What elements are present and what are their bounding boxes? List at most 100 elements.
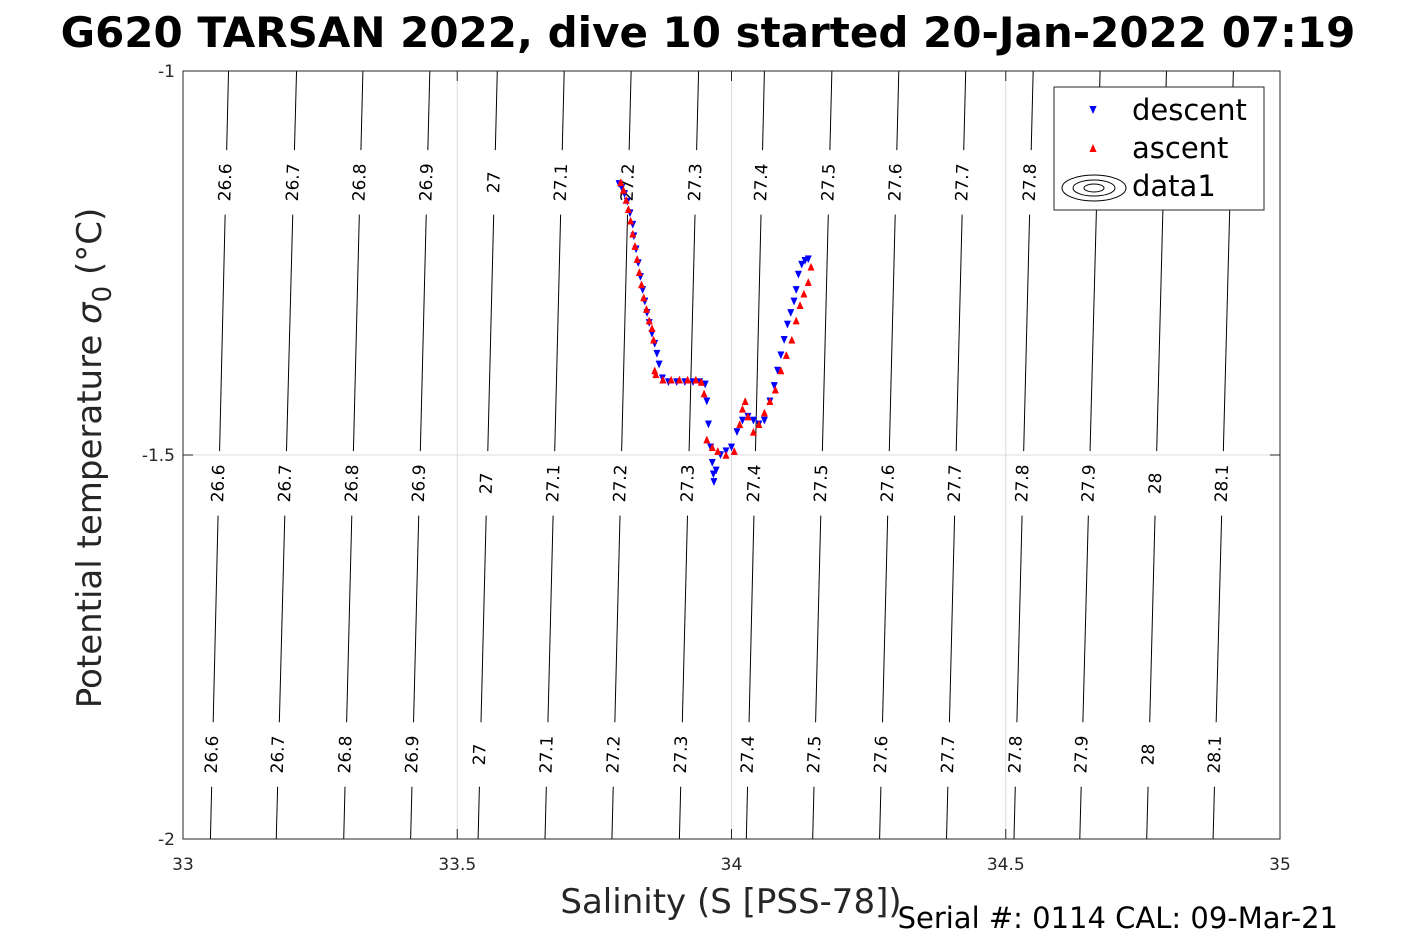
contour-label: 27.8 <box>1012 464 1033 503</box>
descent-point <box>787 309 795 318</box>
contour-line <box>1016 515 1023 723</box>
contour-line <box>688 214 696 452</box>
descent-triangle-icon <box>1089 106 1097 114</box>
contour-label: 27.5 <box>804 735 825 774</box>
contour-label: 27.7 <box>945 464 966 503</box>
ascent-point <box>697 377 705 386</box>
contour-label: 26.9 <box>416 163 437 202</box>
descent-point <box>703 397 711 406</box>
contour-label: 26.7 <box>268 735 289 774</box>
density-contours: 26.6 26.6 26.6 26.7 26.7 26.7 26.8 26.8 26.8 26.9… <box>202 70 1234 840</box>
ascent-point <box>684 375 692 384</box>
ascent-point <box>714 447 722 455</box>
descent-point <box>783 320 791 329</box>
ascent-point <box>645 316 653 325</box>
ascent-point <box>741 397 749 405</box>
contour-line <box>494 70 498 151</box>
ascent-point <box>627 216 635 225</box>
contour-line <box>343 786 346 840</box>
contour-label: 26.9 <box>402 735 423 774</box>
contour-line <box>1023 214 1031 452</box>
x-tick-label: 34 <box>721 855 743 875</box>
ascent-point <box>744 412 752 421</box>
contour-line <box>293 70 298 151</box>
contour-line <box>812 786 815 840</box>
ascent-point <box>619 185 627 194</box>
descent-point <box>727 443 736 452</box>
descent-point <box>704 420 712 429</box>
legend-data1-label: data1 <box>1132 169 1216 203</box>
ascent-point <box>667 375 675 384</box>
contour-line <box>888 214 896 452</box>
descent-point <box>798 260 806 269</box>
contour-label: 26.6 <box>202 735 223 774</box>
ascent-point <box>782 351 790 359</box>
contour-label: 27.2 <box>603 735 624 774</box>
x-axis-label: Salinity (S [PSS-78]) <box>560 882 901 922</box>
y-axis-label-suffix: (°C) <box>70 208 110 286</box>
contour-label: 27.9 <box>1071 735 1092 774</box>
contour-label: 28.1 <box>1205 735 1226 774</box>
contour-line <box>219 214 226 452</box>
descent-point <box>777 351 785 360</box>
contour-line <box>278 515 286 723</box>
contour-line <box>1212 786 1215 840</box>
contour-line <box>681 515 688 723</box>
contour-label: 28.1 <box>1212 464 1233 503</box>
ascent-point <box>629 229 637 238</box>
contour-label: 28 <box>1139 743 1160 765</box>
contour-label: 26.8 <box>342 464 363 503</box>
ascent-point <box>760 408 768 417</box>
contour-label: 26.8 <box>349 163 370 202</box>
descent-point <box>790 297 798 306</box>
y-axis-label-subscript: 0 <box>88 286 118 303</box>
contour-line <box>621 214 629 452</box>
contour-label: 27.1 <box>551 163 572 202</box>
contour-label: 27.3 <box>685 163 706 202</box>
descent-point <box>709 470 717 479</box>
legend-contour-icon <box>1061 174 1127 202</box>
contour-line <box>561 70 565 151</box>
ascent-point <box>788 335 796 344</box>
ascent-point <box>766 397 774 405</box>
y-tick-label: -1 <box>158 62 175 82</box>
x-tick-labels: 33 33.5 34 34.5 35 <box>172 855 1291 875</box>
contour-line <box>1013 786 1016 840</box>
contour-line <box>477 786 480 840</box>
ascent-point <box>631 241 639 250</box>
contour-line <box>480 515 487 723</box>
contour-label: 28 <box>1145 472 1166 494</box>
contour-label: 27.4 <box>744 464 765 503</box>
y-tick-label: -2 <box>158 830 175 850</box>
ascent-point <box>700 389 708 398</box>
x-tick-label: 33 <box>172 855 194 875</box>
contour-line <box>413 515 420 723</box>
y-axis-label-prefix: Potential temperature <box>70 324 110 708</box>
contour-line <box>487 214 495 452</box>
contour-line <box>754 214 762 452</box>
y-tick-label: -1.5 <box>142 446 175 466</box>
contour-label: 27 <box>484 171 505 193</box>
contour-line <box>829 70 833 151</box>
ascent-point <box>722 450 730 459</box>
axes <box>182 70 1281 840</box>
ascent-point <box>659 375 667 384</box>
ascent-point <box>640 293 648 302</box>
contour-line <box>1149 515 1156 723</box>
contour-line <box>275 786 279 840</box>
contour-label: 27.5 <box>818 163 839 202</box>
contour-label: 27.6 <box>885 163 906 202</box>
contour-line <box>352 214 360 452</box>
contour-line <box>1030 70 1034 151</box>
contour-line <box>614 515 621 723</box>
contour-line <box>821 214 829 452</box>
ascent-point <box>796 301 804 309</box>
legend-box <box>1053 86 1265 211</box>
x-tick-label: 35 <box>1269 855 1291 875</box>
contour-line <box>628 70 632 151</box>
contour-label: 27.8 <box>1005 735 1026 774</box>
contour-line <box>212 515 219 723</box>
ascent-triangle-icon <box>1089 144 1097 152</box>
contour-label: 26.8 <box>335 735 356 774</box>
contour-line <box>896 70 900 151</box>
